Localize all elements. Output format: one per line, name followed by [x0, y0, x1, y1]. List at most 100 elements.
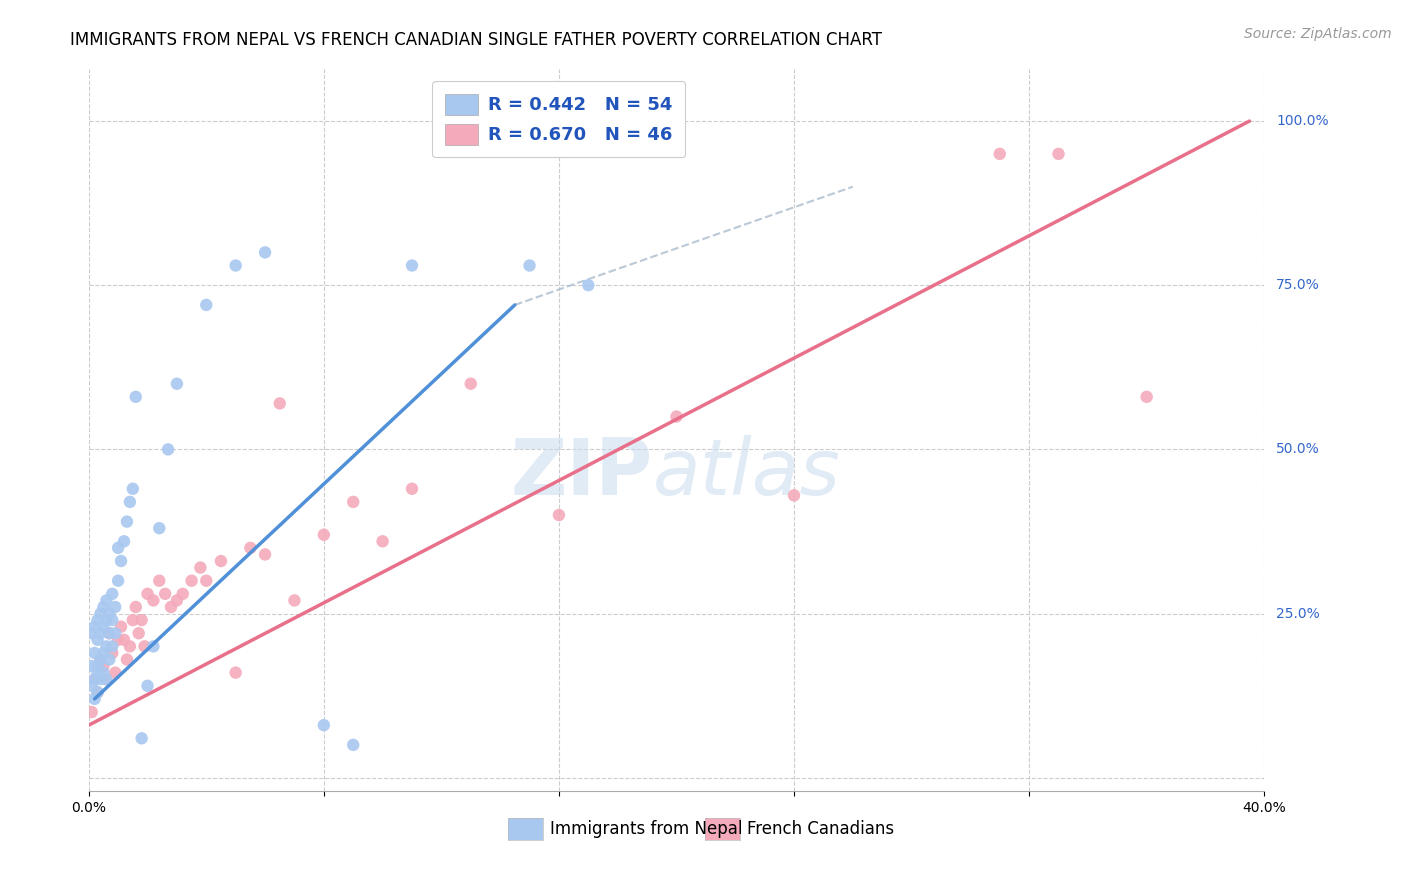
- Point: [312, 527, 335, 541]
- Point: [86, 685, 108, 699]
- Point: [80, 705, 103, 719]
- Point: [548, 508, 571, 522]
- Point: [460, 376, 482, 391]
- Point: [148, 574, 170, 588]
- Point: [101, 587, 124, 601]
- Point: [96, 593, 118, 607]
- Point: [83, 672, 105, 686]
- Point: [115, 652, 138, 666]
- Point: [118, 495, 141, 509]
- Point: [342, 738, 364, 752]
- Point: [195, 298, 218, 312]
- Point: [98, 626, 121, 640]
- Point: [157, 442, 180, 457]
- Text: ZIP: ZIP: [510, 435, 652, 511]
- Point: [131, 613, 153, 627]
- Point: [112, 632, 135, 647]
- Point: [239, 541, 262, 555]
- Point: [576, 278, 599, 293]
- Point: [96, 613, 118, 627]
- Point: [131, 731, 153, 746]
- Point: [665, 409, 688, 424]
- Point: [283, 593, 305, 607]
- Point: [160, 599, 183, 614]
- Point: [225, 259, 247, 273]
- Point: [83, 646, 105, 660]
- Point: [988, 147, 1011, 161]
- Point: [86, 613, 108, 627]
- Point: [142, 593, 165, 607]
- Point: [80, 659, 103, 673]
- Point: [89, 607, 111, 621]
- Point: [93, 620, 115, 634]
- Point: [142, 640, 165, 654]
- Text: IMMIGRANTS FROM NEPAL VS FRENCH CANADIAN SINGLE FATHER POVERTY CORRELATION CHART: IMMIGRANTS FROM NEPAL VS FRENCH CANADIAN…: [70, 31, 883, 49]
- Point: [125, 599, 148, 614]
- Point: [104, 599, 127, 614]
- Point: [371, 534, 394, 549]
- Text: Immigrants from Nepal: Immigrants from Nepal: [550, 820, 742, 838]
- Point: [101, 640, 124, 654]
- Point: [89, 672, 111, 686]
- Point: [118, 640, 141, 654]
- Point: [180, 574, 202, 588]
- Point: [519, 259, 541, 273]
- Point: [107, 632, 129, 647]
- Point: [83, 692, 105, 706]
- Point: [96, 672, 118, 686]
- Point: [269, 396, 291, 410]
- Point: [148, 521, 170, 535]
- Point: [121, 482, 143, 496]
- Point: [153, 587, 176, 601]
- Point: [136, 679, 159, 693]
- Point: [104, 626, 127, 640]
- Point: [86, 665, 108, 680]
- Point: [121, 613, 143, 627]
- Text: 25.0%: 25.0%: [1277, 607, 1320, 621]
- Point: [401, 482, 423, 496]
- Point: [93, 659, 115, 673]
- Point: [98, 607, 121, 621]
- Point: [83, 620, 105, 634]
- Point: [209, 554, 232, 568]
- Point: [166, 593, 188, 607]
- Text: 75.0%: 75.0%: [1277, 278, 1320, 293]
- Point: [112, 534, 135, 549]
- Point: [98, 626, 121, 640]
- Point: [190, 560, 212, 574]
- Point: [136, 587, 159, 601]
- Point: [96, 640, 118, 654]
- Point: [312, 718, 335, 732]
- Text: atlas: atlas: [652, 435, 841, 511]
- Point: [1047, 147, 1070, 161]
- Point: [80, 626, 103, 640]
- Point: [98, 652, 121, 666]
- Point: [110, 554, 132, 568]
- Point: [342, 495, 364, 509]
- Point: [115, 515, 138, 529]
- Point: [86, 632, 108, 647]
- Point: [107, 574, 129, 588]
- Point: [83, 672, 105, 686]
- Point: [783, 488, 806, 502]
- Point: [89, 652, 111, 666]
- Point: [89, 626, 111, 640]
- Point: [86, 659, 108, 673]
- Point: [254, 548, 277, 562]
- Point: [104, 665, 127, 680]
- Point: [195, 574, 218, 588]
- Point: [107, 541, 129, 555]
- Point: [93, 646, 115, 660]
- Point: [86, 685, 108, 699]
- Point: [166, 376, 188, 391]
- Text: 50.0%: 50.0%: [1277, 442, 1320, 457]
- Point: [225, 665, 247, 680]
- Point: [89, 652, 111, 666]
- Point: [101, 613, 124, 627]
- Point: [96, 672, 118, 686]
- Point: [80, 679, 103, 693]
- Point: [93, 599, 115, 614]
- Point: [125, 390, 148, 404]
- Point: [128, 626, 150, 640]
- Point: [172, 587, 194, 601]
